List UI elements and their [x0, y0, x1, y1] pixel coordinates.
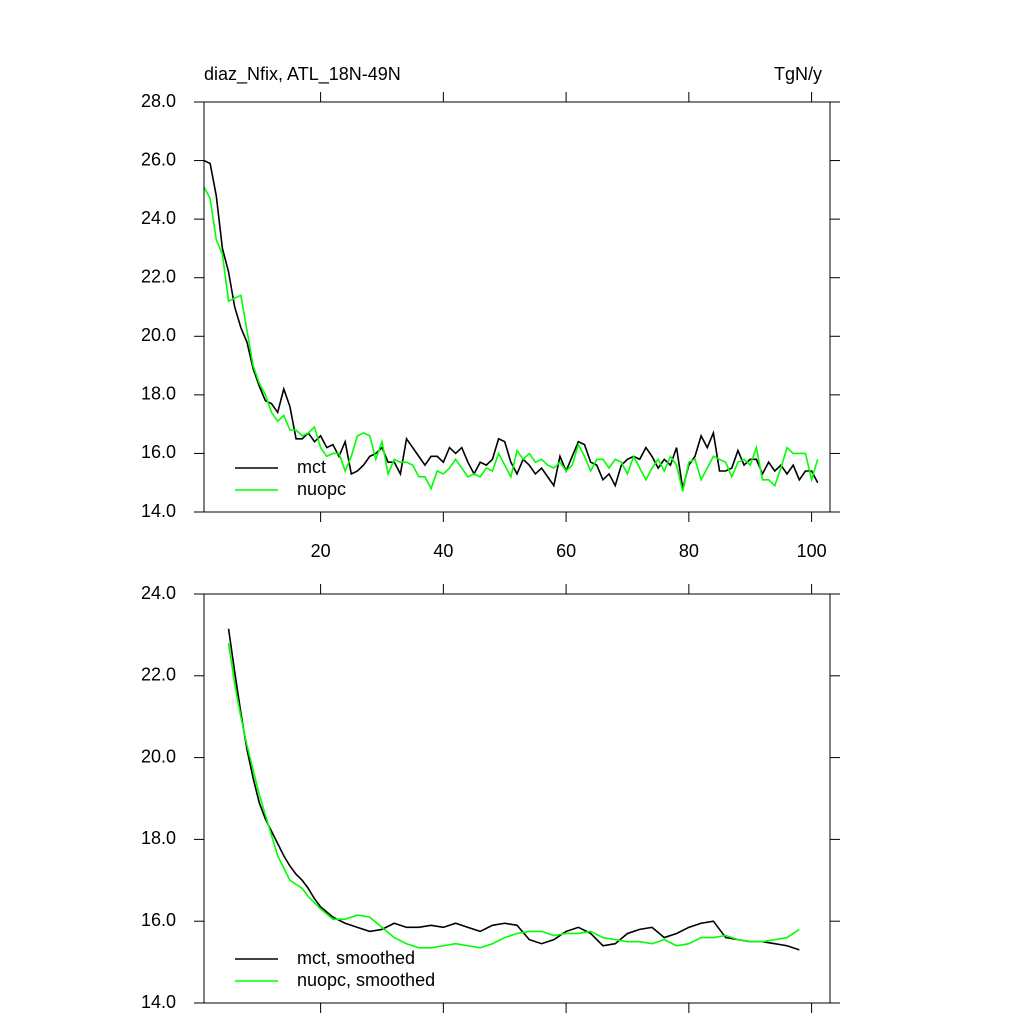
units-label: TgN/y — [774, 64, 822, 84]
legend-label: mct — [297, 457, 326, 477]
y-tick-label: 24.0 — [141, 583, 176, 603]
y-tick-label: 18.0 — [141, 828, 176, 848]
y-tick-label: 18.0 — [141, 384, 176, 404]
x-tick-label: 20 — [311, 541, 331, 561]
chart-title: diaz_Nfix, ATL_18N-49N — [204, 64, 401, 85]
y-tick-label: 24.0 — [141, 208, 176, 228]
legend-label: nuopc, smoothed — [297, 970, 435, 990]
x-tick-label: 100 — [797, 541, 827, 561]
y-tick-label: 26.0 — [141, 149, 176, 169]
y-tick-label: 28.0 — [141, 91, 176, 111]
y-tick-label: 22.0 — [141, 266, 176, 286]
y-tick-label: 16.0 — [141, 910, 176, 930]
plot-frame — [203, 101, 831, 513]
x-tick-label: 60 — [556, 541, 576, 561]
series-line — [227, 642, 800, 949]
y-tick-label: 22.0 — [141, 665, 176, 685]
x-tick-label: 80 — [679, 541, 699, 561]
series-line — [227, 628, 800, 951]
legend-label: mct, smoothed — [297, 948, 415, 968]
series-line — [203, 186, 819, 492]
y-tick-label: 20.0 — [141, 746, 176, 766]
x-tick-label: 40 — [433, 541, 453, 561]
plot-frame — [203, 593, 831, 1004]
series-line — [203, 159, 819, 489]
y-tick-label: 20.0 — [141, 325, 176, 345]
legend-label: nuopc — [297, 479, 346, 499]
y-tick-label: 14.0 — [141, 992, 176, 1012]
y-tick-label: 14.0 — [141, 501, 176, 521]
y-tick-label: 16.0 — [141, 442, 176, 462]
